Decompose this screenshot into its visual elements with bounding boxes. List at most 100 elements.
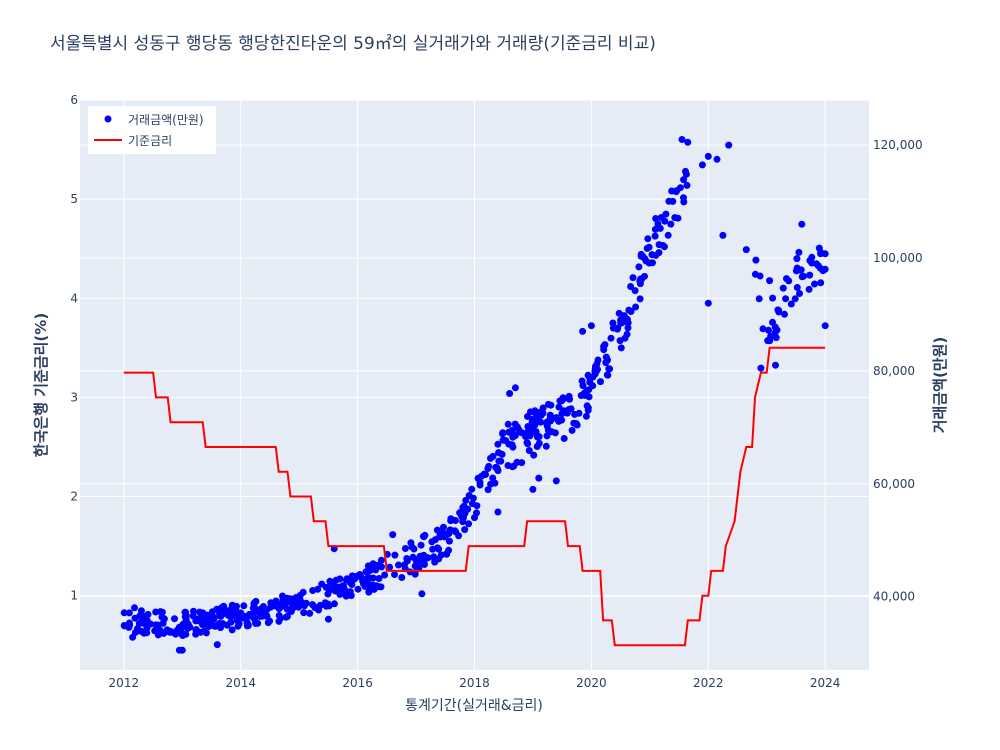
transaction-point [798,220,806,228]
transaction-point [772,334,780,342]
transaction-point [431,555,439,563]
transaction-point [766,277,774,285]
transaction-point [309,601,316,609]
right-tick-label: 100,000 [873,251,923,265]
transaction-point [424,554,432,562]
transaction-point [552,477,560,485]
transaction-point [471,514,478,522]
transaction-point [190,607,197,615]
transaction-point [131,614,139,622]
transaction-point [637,250,645,258]
transaction-point [324,615,332,623]
transaction-point [582,412,590,420]
transaction-point [232,605,240,613]
legend[interactable]: 거래금액(만원) 기준금리 [88,106,216,154]
base-rate-line [123,346,826,647]
transaction-point [134,625,141,633]
transaction-point [469,494,477,502]
transaction-point [417,541,425,549]
transaction-points [120,136,829,654]
transaction-point [415,564,423,572]
transaction-point [652,215,660,222]
transaction-point [524,440,532,448]
transaction-point [509,463,516,471]
transaction-point [361,583,369,590]
transaction-point [121,622,128,630]
transaction-point [497,457,505,465]
transaction-point [757,364,765,372]
transaction-point [643,244,651,252]
transaction-point [535,433,543,441]
transaction-point [821,322,829,330]
transaction-point [217,612,225,620]
transaction-point [144,610,152,618]
transaction-point [752,256,760,264]
transaction-point [607,334,615,342]
transaction-point [769,294,777,302]
transaction-point [403,555,411,562]
transaction-point [324,600,332,608]
transaction-point [530,451,538,459]
transaction-point [645,259,653,267]
transaction-point [292,594,300,601]
transaction-point [411,570,419,578]
transaction-point [252,597,260,605]
transaction-point [257,605,265,613]
transaction-point [636,295,644,303]
transaction-point [152,621,160,629]
transaction-point [156,626,164,634]
transaction-point [787,300,795,308]
transaction-point [476,478,484,486]
transaction-point [178,646,186,654]
transaction-point [617,344,625,352]
transaction-point [461,526,469,534]
transaction-point [587,322,595,330]
grid-lines [80,99,869,670]
transaction-point [494,508,502,516]
transaction-point [667,220,675,228]
transaction-point [314,585,322,593]
transaction-point [263,606,271,613]
transaction-point [339,583,347,591]
transaction-point [546,413,554,421]
transaction-point [805,285,813,293]
transaction-point [601,341,609,349]
transaction-point [529,485,537,493]
transaction-point [655,249,663,257]
legend-box [88,106,216,154]
transaction-point [657,214,665,221]
transaction-point [272,597,280,605]
transaction-point [575,409,583,417]
transaction-point [544,426,552,434]
transaction-point [742,246,750,254]
transaction-point [489,474,497,482]
transaction-point [585,386,593,394]
left-tick-label: 6 [70,93,78,107]
transaction-point [210,614,218,622]
transaction-point [131,604,138,612]
transaction-point [478,472,485,480]
transaction-point [228,626,236,634]
transaction-point [772,361,779,369]
transaction-point [782,295,790,303]
transaction-point [594,356,602,364]
transaction-point [252,619,259,627]
transaction-point [532,428,540,436]
transaction-point [704,152,712,160]
transaction-point [759,325,767,333]
transaction-point [821,250,829,258]
transaction-point [276,614,284,622]
transaction-point [605,365,613,373]
chart-title: 서울특별시 성동구 행당동 행당한진타운의 59㎡의 실거래가와 거래량(기준금… [50,34,656,54]
transaction-point [751,270,759,278]
transaction-point [140,629,148,637]
transaction-point [558,416,566,424]
transaction-point [284,612,291,620]
transaction-point [186,623,194,631]
transaction-point [420,561,428,568]
transaction-point [680,176,688,184]
transaction-point [592,367,600,375]
transaction-point [783,275,790,283]
transaction-point [531,407,539,415]
transaction-point [420,533,428,541]
